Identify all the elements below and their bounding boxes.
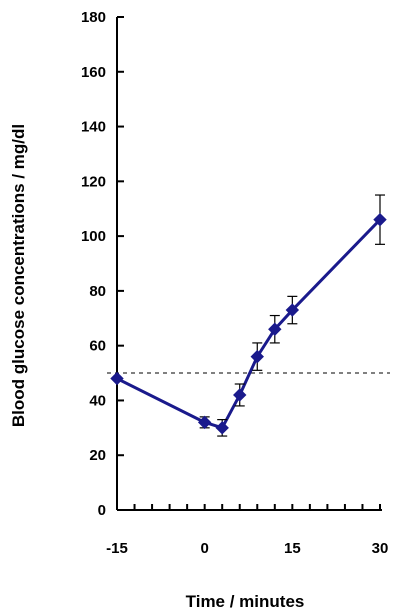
y-tick-label: 0 bbox=[98, 502, 106, 519]
series-group bbox=[110, 194, 387, 437]
y-axis-title: Blood glucose concentrations / mg/dl bbox=[9, 124, 28, 427]
data-point bbox=[268, 322, 282, 336]
y-tick-label: 60 bbox=[89, 338, 106, 355]
data-point bbox=[373, 212, 387, 227]
data-point bbox=[233, 388, 247, 402]
x-tick-label: 15 bbox=[284, 540, 301, 557]
y-ticks: 0 20 40 60 80 100 120 140 160 180 bbox=[81, 9, 124, 519]
x-tick-label: 30 bbox=[372, 540, 389, 557]
series-line bbox=[116, 218, 382, 430]
x-tick-label: -15 bbox=[106, 540, 128, 557]
x-ticks: -15 0 15 30 bbox=[106, 504, 388, 557]
y-tick-label: 180 bbox=[81, 9, 106, 26]
data-point bbox=[250, 349, 264, 364]
data-point bbox=[215, 421, 229, 435]
data-point bbox=[110, 371, 124, 386]
y-tick-label: 20 bbox=[89, 447, 106, 464]
y-tick-label: 100 bbox=[81, 228, 106, 245]
y-tick-label: 140 bbox=[81, 119, 106, 136]
axes bbox=[116, 17, 382, 511]
y-tick-label: 160 bbox=[81, 64, 106, 81]
y-tick-label: 120 bbox=[81, 173, 106, 190]
y-tick-label: 40 bbox=[89, 392, 106, 409]
data-point bbox=[285, 303, 300, 317]
x-axis-title: Time / minutes bbox=[186, 592, 305, 611]
y-tick-label: 80 bbox=[89, 283, 106, 300]
data-point bbox=[197, 415, 212, 430]
x-tick-label: 0 bbox=[200, 540, 208, 557]
